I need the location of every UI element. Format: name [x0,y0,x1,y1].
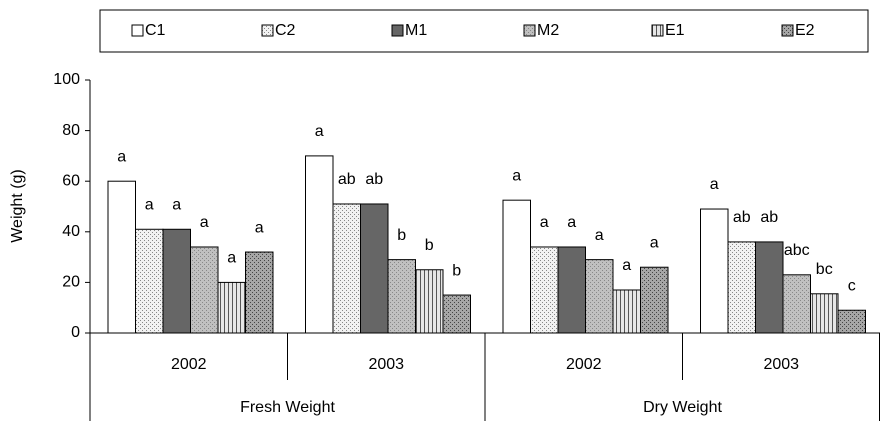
significance-letter: ab [338,171,356,188]
bar [305,155,334,334]
significance-letter: a [512,167,521,184]
legend-swatch [131,24,144,37]
bar [557,246,586,334]
legend-label: C1 [145,22,166,39]
significance-letter: ab [365,171,383,188]
significance-letter: a [117,148,126,165]
bar [810,293,839,334]
significance-letter: a [710,176,719,193]
y-tick-label: 20 [62,274,80,291]
legend-label: E2 [795,22,815,39]
bar [585,259,614,334]
bar [755,241,784,334]
significance-letter: b [397,227,406,244]
significance-letter: a [622,257,631,274]
group-label: Dry Weight [643,399,722,416]
significance-letter: c [848,277,856,294]
significance-letter: abc [784,242,810,259]
x-tick-label: 2002 [566,356,602,373]
significance-letter: a [145,196,154,213]
bar [190,246,219,334]
group-label: Fresh Weight [240,399,335,416]
x-tick-label: 2002 [171,356,207,373]
bar [245,251,274,334]
bar [415,269,444,334]
bar [360,203,389,334]
y-tick-label: 40 [62,223,80,240]
bar [700,208,729,334]
significance-letter: a [200,214,209,231]
legend-box [99,9,869,53]
bar [612,289,641,334]
bar [332,203,361,334]
significance-letter: a [172,196,181,213]
y-axis-label: Weight (g) [9,169,26,243]
significance-letter: a [315,123,324,140]
bar [135,228,164,334]
legend-swatch [651,24,664,37]
x-tick-label: 2003 [763,356,799,373]
bar [502,199,531,334]
bar [217,281,246,334]
bar [387,259,416,334]
significance-letter: b [425,237,434,254]
legend-label: M2 [537,22,559,39]
y-tick-label: 80 [62,122,80,139]
bar [107,180,136,334]
bar [727,241,756,334]
bar [837,309,866,334]
bar [530,246,559,334]
significance-letter: ab [733,209,751,226]
legend-swatch [781,24,794,37]
legend-label: C2 [275,22,296,39]
bar [442,294,471,334]
y-tick-label: 100 [53,71,80,88]
bar [640,266,669,334]
x-tick-label: 2003 [368,356,404,373]
significance-letter: a [227,250,236,267]
bar [162,228,191,334]
significance-letter: a [650,234,659,251]
legend-swatch [523,24,536,37]
significance-letter: ab [760,209,778,226]
legend-swatch [261,24,274,37]
significance-letter: a [595,227,604,244]
y-tick-label: 0 [71,324,80,341]
legend-swatch [391,24,404,37]
legend-label: M1 [405,22,427,39]
significance-letter: a [540,214,549,231]
significance-letter: a [567,214,576,231]
significance-letter: bc [816,261,833,278]
legend-label: E1 [665,22,685,39]
significance-letter: a [255,219,264,236]
y-tick-label: 60 [62,172,80,189]
bar [782,274,811,334]
significance-letter: b [452,262,461,279]
